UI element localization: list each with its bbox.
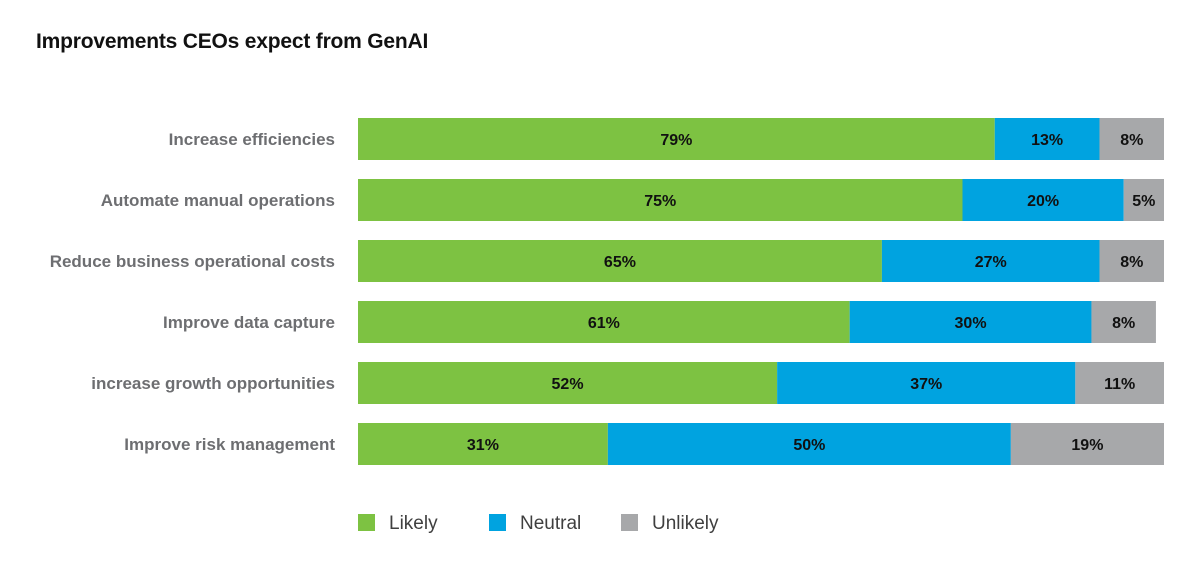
bar-neutral	[777, 362, 1076, 404]
legend-swatch-likely	[358, 514, 375, 531]
data-label: 13%	[1031, 132, 1063, 149]
category-label: Automate manual operations	[101, 191, 335, 210]
data-label: 8%	[1120, 132, 1143, 149]
category-label: Reduce business operational costs	[50, 252, 335, 271]
bar-likely	[358, 423, 608, 465]
data-label: 79%	[660, 132, 692, 149]
bar-unlikely	[1010, 423, 1164, 465]
data-label: 50%	[793, 437, 825, 454]
bar-likely	[358, 118, 995, 160]
data-label: 52%	[552, 376, 584, 393]
bar-unlikely	[1099, 240, 1164, 282]
bar-unlikely	[1091, 301, 1156, 343]
data-label: 8%	[1120, 254, 1143, 271]
data-label: 27%	[975, 254, 1007, 271]
bar-likely	[358, 179, 963, 221]
bar-unlikely	[1099, 118, 1164, 160]
data-label: 30%	[955, 315, 987, 332]
data-label: 20%	[1027, 193, 1059, 210]
category-label: Improve risk management	[124, 435, 335, 454]
data-label: 61%	[588, 315, 620, 332]
bar-neutral	[962, 179, 1124, 221]
data-label: 19%	[1071, 437, 1103, 454]
legend-label-unlikely: Unlikely	[652, 513, 719, 534]
data-label: 5%	[1132, 193, 1155, 210]
bar-neutral	[881, 240, 1100, 282]
data-label: 37%	[910, 376, 942, 393]
category-label: Increase efficiencies	[169, 130, 335, 149]
bar-neutral	[607, 423, 1011, 465]
bar-likely	[358, 240, 882, 282]
legend-label-likely: Likely	[389, 513, 438, 534]
legend-swatch-neutral	[489, 514, 506, 531]
category-label: Improve data capture	[163, 313, 335, 332]
category-label: increase growth opportunities	[91, 374, 335, 393]
bar-unlikely	[1075, 362, 1164, 404]
chart-title: Improvements CEOs expect from GenAI	[36, 30, 429, 53]
bar-likely	[358, 301, 850, 343]
legend-swatch-unlikely	[621, 514, 638, 531]
data-label: 11%	[1104, 376, 1135, 393]
bar-neutral	[994, 118, 1100, 160]
bar-neutral	[849, 301, 1092, 343]
data-label: 75%	[644, 193, 676, 210]
data-label: 31%	[467, 437, 499, 454]
legend-label-neutral: Neutral	[520, 513, 581, 534]
bar-likely	[358, 362, 778, 404]
data-label: 8%	[1112, 315, 1135, 332]
data-label: 65%	[604, 254, 636, 271]
bar-unlikely	[1123, 179, 1164, 221]
